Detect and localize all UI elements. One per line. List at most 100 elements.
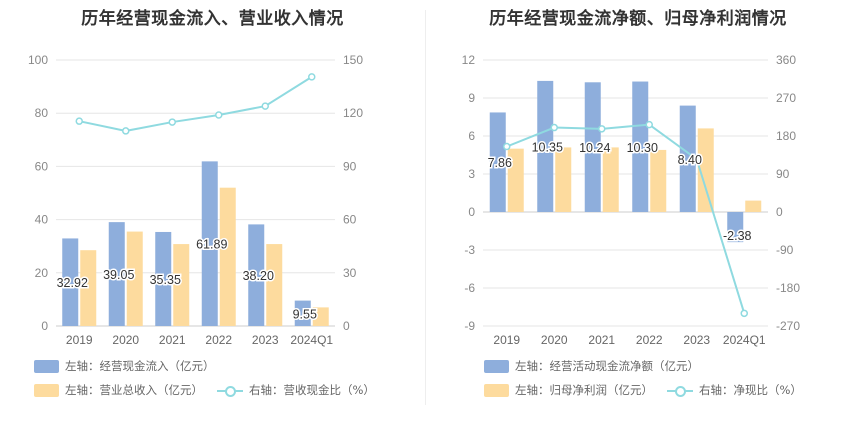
bar-primary — [537, 80, 554, 213]
x-tick-label: 2021 — [588, 333, 615, 347]
x-tick-label: 2022 — [636, 333, 663, 347]
data-label: 61.89 — [196, 238, 227, 252]
y-left-tick-label: 20 — [35, 266, 49, 280]
y-right-tick-label: 0 — [343, 319, 350, 333]
ratio-point — [550, 123, 558, 132]
y-left-tick-label: -6 — [464, 281, 475, 295]
legend-item-revenue[interactable]: 左轴：营业总收入（亿元） — [34, 382, 203, 398]
data-label: -2.38 — [723, 229, 752, 243]
x-tick-label: 2020 — [112, 333, 139, 347]
y-right-tick-label: -90 — [776, 243, 794, 257]
bar-primary — [632, 81, 649, 213]
bar-primary — [294, 300, 311, 326]
ratio-point — [122, 127, 130, 135]
ratio-point — [645, 120, 653, 129]
legend-swatch — [34, 359, 59, 373]
ratio-line — [79, 76, 313, 132]
legend-label: 右轴：净现比（%） — [699, 383, 802, 397]
y-right-tick-label: 90 — [776, 167, 790, 181]
bar-secondary — [266, 244, 283, 326]
legend-swatch — [484, 359, 509, 373]
bar-primary — [62, 238, 79, 326]
y-left-tick-label: 40 — [35, 213, 49, 227]
net-cash-profit-chart: -9 -6 -3 0 3 6 9 12 -270 -180 -90 0 90 180 270 360 2019 2… — [462, 53, 801, 347]
legend-item-net-operating-cash[interactable]: 左轴：经营活动现金流净额（亿元） — [484, 358, 699, 374]
y-right-tick-label: -270 — [776, 319, 800, 333]
legend-item-revenue-cash-ratio[interactable]: 右轴：营收现金比（%） — [217, 382, 375, 398]
ratio-point — [598, 125, 606, 133]
legend-swatch — [484, 383, 509, 397]
bar-secondary — [219, 187, 236, 326]
legend-line-marker-icon — [667, 384, 693, 397]
chart-title: 历年经营现金流入、营业收入情况 — [81, 9, 344, 29]
legend-row-1: 左轴：经营现金流入（亿元） — [34, 358, 229, 374]
x-tick-label: 2019 — [66, 333, 93, 347]
y-left-tick-label: 60 — [35, 159, 49, 173]
y-left-tick-label: 0 — [468, 205, 475, 219]
ratio-point — [740, 309, 748, 318]
ratio-point — [308, 73, 316, 81]
bar-primary — [108, 222, 125, 326]
legend-label: 左轴：归母净利润（亿元） — [515, 383, 653, 397]
y-right-tick-label: 120 — [343, 106, 363, 120]
data-label: 7.86 — [488, 156, 512, 170]
data-label: 10.35 — [532, 140, 563, 154]
data-label: 39.05 — [103, 268, 134, 282]
legend-label: 左轴：经营现金流入（亿元） — [65, 359, 215, 373]
bar-secondary — [173, 244, 190, 326]
legend-row-2: 左轴：归母净利润（亿元） 右轴：净现比（%） — [484, 382, 816, 398]
y-left-tick-label: 9 — [468, 91, 475, 105]
legend-label: 左轴：经营活动现金流净额（亿元） — [515, 359, 699, 373]
legend-item-cash-inflow[interactable]: 左轴：经营现金流入（亿元） — [34, 358, 215, 374]
ratio-point — [503, 142, 511, 151]
bar-primary — [679, 105, 696, 212]
legend-row-1: 左轴：经营活动现金流净额（亿元） — [484, 358, 713, 374]
x-tick-label: 2023 — [252, 333, 279, 347]
y-right-tick-label: 360 — [776, 53, 796, 67]
bar-primary — [727, 212, 744, 243]
x-tick-label: 2020 — [541, 333, 568, 347]
y-right-tick-label: 0 — [776, 205, 783, 219]
x-tick-label: 2024Q1 — [290, 333, 333, 347]
legend-label: 左轴：营业总收入（亿元） — [65, 383, 203, 397]
bar-secondary — [507, 148, 524, 212]
bar-primary — [248, 224, 265, 326]
bar-secondary — [555, 147, 572, 212]
y-left-tick-label: 0 — [41, 319, 48, 333]
panel-divider — [425, 10, 426, 405]
y-left-tick-label: 80 — [35, 106, 49, 120]
ratio-line — [506, 123, 746, 314]
ratio-point — [261, 102, 269, 110]
y-left-tick-label: 12 — [462, 53, 476, 67]
x-tick-label: 2019 — [493, 333, 520, 347]
ratio-point — [693, 155, 701, 163]
data-label: 32.92 — [57, 276, 88, 290]
x-tick-label: 2022 — [205, 333, 232, 347]
y-right-tick-label: 90 — [343, 159, 357, 173]
legend-line-marker-icon — [217, 384, 243, 397]
bar-secondary — [312, 307, 329, 326]
y-right-tick-label: 150 — [343, 53, 363, 67]
data-label: 10.24 — [579, 141, 610, 155]
cash-inflow-revenue-chart: 0 20 40 60 80 100 0 30 60 90 120 150 2019 2020 2021 202… — [28, 53, 363, 347]
y-left-tick-label: -9 — [464, 319, 475, 333]
data-label: 9.55 — [293, 307, 317, 321]
data-label: 8.40 — [678, 153, 702, 167]
legend-item-net-profit[interactable]: 左轴：归母净利润（亿元） — [484, 382, 653, 398]
bar-secondary — [697, 128, 714, 212]
ratio-point — [75, 117, 83, 125]
legend-label: 右轴：营收现金比（%） — [249, 383, 375, 397]
bar-primary — [584, 82, 601, 212]
bar-secondary — [650, 149, 667, 212]
legend-item-net-cash-ratio[interactable]: 右轴：净现比（%） — [667, 382, 802, 398]
bar-primary — [201, 161, 218, 326]
legend-row-2: 左轴：营业总收入（亿元） 右轴：营收现金比（%） — [34, 382, 389, 398]
bar-secondary — [745, 200, 762, 212]
ratio-point — [168, 118, 176, 126]
y-left-tick-label: 3 — [468, 167, 475, 181]
net-cash-profit-chart-panel: 历年经营现金流净额、归母净利润情况 -9 -6 -3 0 3 6 9 12 -270 -180 -9… — [426, 0, 850, 437]
x-tick-label: 2023 — [683, 333, 710, 347]
legend-swatch — [34, 383, 59, 397]
y-right-tick-label: 270 — [776, 91, 796, 105]
data-label: 10.30 — [627, 141, 658, 155]
